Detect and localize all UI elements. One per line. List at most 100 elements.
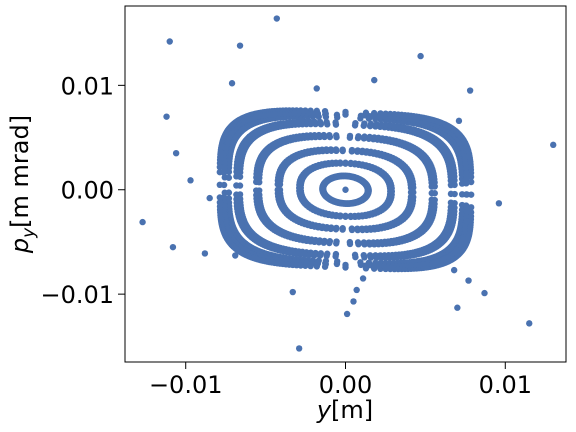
data-point — [187, 177, 194, 184]
data-point — [388, 191, 395, 198]
data-point — [336, 213, 344, 220]
data-point — [343, 310, 351, 318]
data-point — [431, 190, 438, 197]
data-point — [333, 240, 340, 247]
data-point — [216, 163, 224, 171]
data-point — [526, 320, 533, 327]
data-point — [455, 117, 463, 125]
data-point — [166, 38, 173, 45]
y-axis-label-sub: y — [19, 227, 39, 239]
data-point — [451, 204, 458, 211]
data-point — [233, 173, 240, 180]
data-point — [313, 107, 321, 115]
x-axis-label: y[m] — [316, 396, 373, 424]
data-point — [467, 209, 475, 216]
data-point — [382, 110, 389, 117]
data-point — [233, 168, 240, 175]
data-point — [481, 289, 488, 297]
data-point — [417, 52, 424, 60]
data-point — [253, 174, 260, 181]
data-point — [451, 190, 458, 198]
data-point — [206, 194, 213, 202]
data-point — [361, 133, 368, 140]
x-tick-label: −0.01 — [149, 371, 223, 399]
data-point — [451, 181, 458, 189]
data-point — [342, 264, 349, 271]
data-point — [339, 226, 346, 233]
data-point — [323, 252, 330, 260]
data-point — [232, 252, 239, 259]
data-point — [295, 345, 303, 352]
data-point — [302, 262, 309, 269]
x-tick-label: 0.01 — [479, 371, 532, 399]
data-point — [253, 178, 260, 186]
data-point — [274, 181, 281, 188]
data-point — [216, 194, 224, 201]
data-point — [139, 218, 146, 226]
data-point — [550, 141, 557, 149]
data-point — [332, 119, 339, 126]
data-point — [371, 76, 378, 84]
data-point — [216, 168, 224, 176]
data-point — [354, 147, 361, 154]
data-point — [333, 260, 341, 268]
data-point — [348, 146, 356, 154]
data-point — [454, 304, 461, 311]
data-point — [326, 239, 333, 247]
data-point — [163, 113, 170, 120]
data-point — [327, 225, 334, 233]
data-point — [326, 131, 333, 139]
data-point — [321, 107, 329, 115]
data-point — [367, 120, 375, 128]
data-point — [339, 146, 346, 153]
y-axis-label-var: p — [6, 238, 34, 254]
data-point — [352, 119, 359, 127]
y-axis-label-unit: [m mrad] — [6, 115, 34, 228]
axis-ticks: −0.01 0.00 0.01 −0.01 0.00 0.01 — [40, 72, 532, 399]
data-point — [233, 182, 240, 189]
data-point — [313, 85, 320, 92]
data-point — [233, 191, 240, 198]
data-point — [410, 193, 417, 201]
data-point — [359, 147, 366, 154]
axes-frame — [124, 5, 567, 363]
data-point — [333, 111, 341, 119]
data-point — [371, 134, 378, 141]
data-point — [172, 150, 180, 157]
data-point — [353, 286, 360, 294]
data-point — [431, 196, 438, 204]
x-tick-label: 0.00 — [319, 371, 372, 399]
y-tick-label: 0.00 — [61, 177, 114, 205]
data-point — [346, 240, 354, 248]
data-point — [342, 213, 349, 220]
data-point — [373, 121, 380, 128]
data-point — [466, 87, 474, 94]
data-point — [370, 109, 378, 117]
data-point — [228, 80, 236, 87]
data-point — [311, 252, 318, 259]
data-point — [465, 277, 472, 284]
data-point — [273, 15, 280, 22]
data-point — [467, 191, 475, 198]
data-point — [361, 120, 368, 127]
data-point — [332, 226, 340, 233]
y-tick-label: −0.01 — [40, 281, 114, 309]
data-point — [169, 243, 177, 251]
data-point — [297, 262, 304, 269]
data-point — [307, 262, 314, 270]
data-point — [342, 108, 349, 116]
data-point — [333, 132, 340, 139]
data-point — [236, 42, 244, 49]
data-point — [332, 253, 339, 260]
data-point — [342, 186, 349, 193]
data-point — [365, 188, 372, 195]
data-point — [359, 275, 367, 282]
data-point — [289, 288, 296, 296]
data-point — [377, 110, 384, 117]
x-axis-label-unit: [m] — [331, 396, 373, 424]
data-point — [346, 132, 354, 140]
data-point — [467, 204, 475, 211]
data-point — [316, 252, 324, 259]
x-axis-label-var: y — [316, 396, 332, 424]
